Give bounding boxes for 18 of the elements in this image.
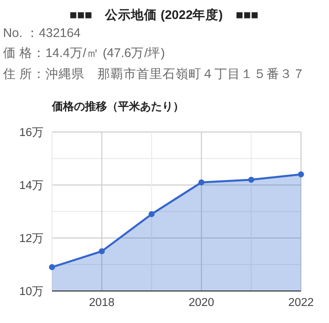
- text: 住 所：沖縄県 那覇市首里石嶺町４丁目１５番３７: [2, 67, 306, 81]
- point: [198, 179, 204, 186]
- y-tick-label: 16万: [19, 126, 44, 139]
- y-tick-label: 14万: [19, 179, 44, 192]
- point: [248, 176, 254, 183]
- point: [148, 211, 155, 218]
- x-tick-label: 2018: [89, 297, 115, 309]
- chart-title: 価格の推移（平米あたり）: [51, 100, 184, 113]
- y-tick-label: 10万: [19, 285, 44, 298]
- text: 価 格：14.4万/㎡ (47.6万/坪): [3, 46, 165, 60]
- text: No. ：432164: [3, 26, 81, 40]
- point: [298, 171, 304, 178]
- x-tick-label: 2022: [288, 297, 314, 309]
- text: ■■■ 公示地価 (2022年度) ■■■: [70, 7, 258, 22]
- point: [98, 248, 105, 254]
- y-tick-label: 12万: [19, 232, 44, 245]
- x-tick-label: 2020: [188, 297, 214, 309]
- point: [49, 264, 55, 270]
